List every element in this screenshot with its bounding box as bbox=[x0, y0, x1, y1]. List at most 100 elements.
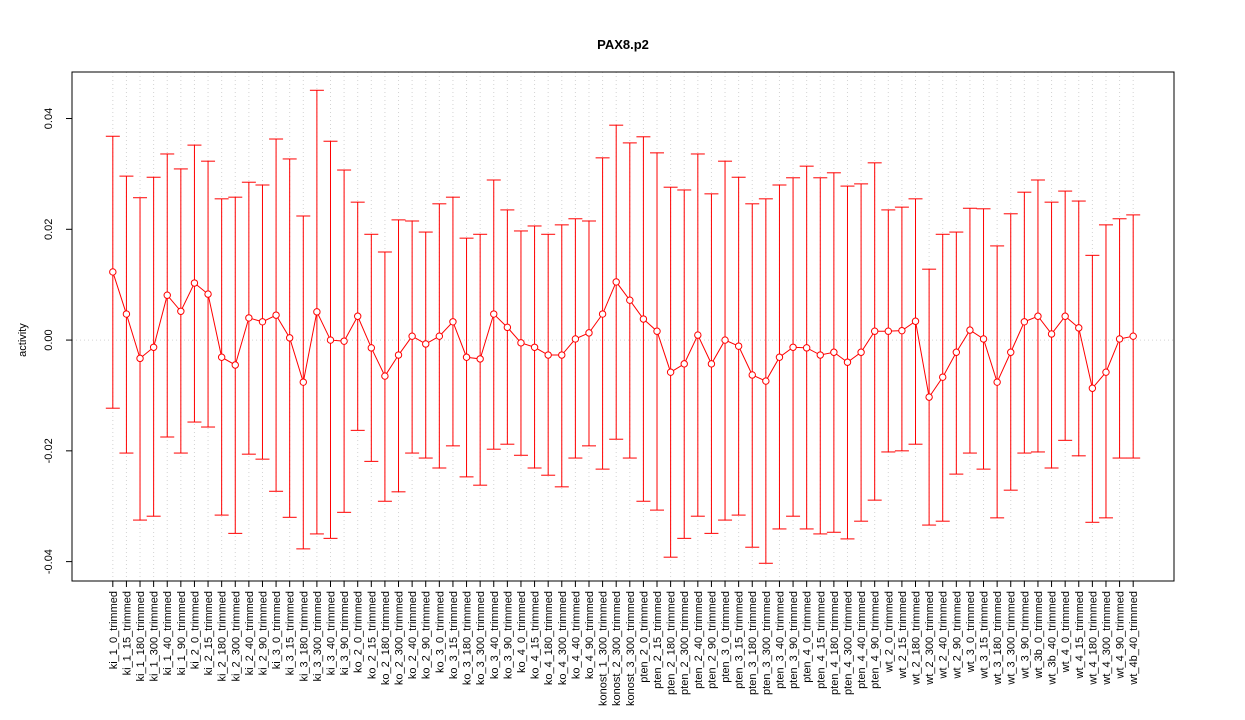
point bbox=[422, 340, 430, 348]
x-tick-label: konost_2_300_trimmed bbox=[611, 591, 623, 706]
x-tick-label: pten_4_15_trimmed bbox=[815, 591, 827, 689]
point bbox=[748, 371, 756, 379]
x-tick-label: ki_1_40_trimmed bbox=[162, 591, 174, 675]
x-tick-label: ko_3_180_trimmed bbox=[462, 591, 474, 685]
point bbox=[1061, 312, 1069, 320]
point bbox=[898, 326, 906, 335]
x-tick-label: wt_4_180_trimmed bbox=[1087, 591, 1099, 686]
point bbox=[585, 329, 593, 337]
y-axis-label: activity bbox=[17, 323, 29, 357]
point bbox=[204, 290, 212, 298]
x-tick-label: wt_4_0_trimmed bbox=[1060, 591, 1072, 673]
point bbox=[666, 368, 675, 376]
x-tick-label: pten_3_40_trimmed bbox=[774, 591, 786, 689]
point bbox=[340, 337, 348, 345]
chart-title: PAX8.p2 bbox=[597, 37, 649, 52]
point bbox=[789, 343, 797, 351]
point bbox=[394, 351, 403, 359]
x-tick-label: ko_4_15_trimmed bbox=[530, 591, 542, 679]
x-tick-label: pten_4_40_trimmed bbox=[856, 591, 868, 689]
point bbox=[558, 351, 566, 359]
x-tick-label: pten_4_0_trimmed bbox=[802, 591, 814, 683]
x-tick-label: ko_2_40_trimmed bbox=[407, 591, 419, 679]
point bbox=[952, 348, 961, 356]
x-tick-label: pten_2_0_trimmed bbox=[638, 591, 650, 683]
x-tick-label: ko_3_40_trimmed bbox=[489, 591, 501, 679]
point bbox=[517, 339, 525, 347]
x-tick-label: wt_2_0_trimmed bbox=[883, 591, 895, 673]
point bbox=[490, 310, 498, 318]
x-tick-label: ko_2_0_trimmed bbox=[353, 591, 365, 673]
point bbox=[313, 308, 321, 316]
x-tick-label: ki_2_40_trimmed bbox=[244, 591, 256, 675]
point bbox=[1129, 332, 1137, 340]
point bbox=[503, 323, 512, 332]
x-tick-label: pten_3_180_trimmed bbox=[747, 591, 759, 695]
x-tick-label: ko_2_15_trimmed bbox=[366, 591, 378, 679]
point bbox=[993, 378, 1001, 386]
x-tick-label: ki_1_180_trimmed bbox=[135, 591, 147, 682]
point bbox=[802, 344, 811, 352]
x-tick-label: ko_3_15_trimmed bbox=[448, 591, 460, 679]
x-tick-label: ko_2_300_trimmed bbox=[394, 591, 406, 685]
x-tick-label: ki_1_15_trimmed bbox=[121, 591, 133, 675]
point bbox=[217, 353, 226, 361]
x-tick-label: ko_3_0_trimmed bbox=[434, 591, 446, 673]
point bbox=[435, 332, 444, 340]
x-tick-label: wt_3_0_trimmed bbox=[965, 591, 977, 673]
y-tick-label: -0.04 bbox=[43, 549, 55, 574]
point bbox=[694, 331, 702, 339]
point bbox=[721, 336, 729, 344]
x-tick-label: ko_2_90_trimmed bbox=[421, 591, 433, 679]
x-tick-label: pten_3_15_trimmed bbox=[734, 591, 746, 689]
x-tick-label: wt_4_300_trimmed bbox=[1101, 591, 1113, 686]
x-tick-label: ko_4_40_trimmed bbox=[570, 591, 582, 679]
x-tick-label: ki_3_180_trimmed bbox=[298, 591, 310, 682]
x-tick-label: wt_2_15_trimmed bbox=[897, 591, 909, 679]
point bbox=[1088, 384, 1097, 392]
x-tick-label: konost_3_300_trimmed bbox=[625, 591, 637, 706]
point bbox=[149, 343, 158, 351]
x-tick-label: pten_2_15_trimmed bbox=[652, 591, 664, 689]
x-tick-label: wt_3_90_trimmed bbox=[1019, 591, 1031, 679]
x-tick-label: ki_3_40_trimmed bbox=[325, 591, 337, 675]
y-tick-label: 0.00 bbox=[43, 329, 55, 350]
x-tick-label: ki_3_15_trimmed bbox=[285, 591, 297, 675]
x-tick-label: wt_3_300_trimmed bbox=[1006, 591, 1018, 686]
x-tick-label: pten_2_300_trimmed bbox=[679, 591, 691, 695]
x-tick-label: ki_2_0_trimmed bbox=[189, 591, 201, 669]
point bbox=[245, 314, 253, 322]
x-tick-label: ko_4_300_trimmed bbox=[557, 591, 569, 685]
x-tick-label: pten_4_180_trimmed bbox=[829, 591, 841, 695]
x-tick-label: ki_3_300_trimmed bbox=[312, 591, 324, 682]
x-tick-label: ki_3_90_trimmed bbox=[339, 591, 351, 675]
point bbox=[911, 317, 920, 325]
x-tick-label: wt_2_90_trimmed bbox=[951, 591, 963, 679]
point bbox=[462, 353, 471, 361]
y-tick-label: -0.02 bbox=[43, 438, 55, 463]
point bbox=[870, 327, 879, 335]
line bbox=[112, 271, 1134, 399]
x-tick-label: wt_3_15_trimmed bbox=[979, 591, 991, 679]
x-tick-label: wt_4_15_trimmed bbox=[1074, 591, 1086, 679]
x-tick-label: wt_2_40_trimmed bbox=[938, 591, 950, 679]
point bbox=[843, 358, 852, 366]
x-tick-label: ko_4_180_trimmed bbox=[543, 591, 555, 685]
y-tick-label: 0.02 bbox=[43, 219, 55, 240]
x-tick-label: pten_3_0_trimmed bbox=[720, 591, 732, 683]
point bbox=[272, 311, 280, 319]
point bbox=[231, 361, 239, 369]
point bbox=[1020, 318, 1029, 326]
point bbox=[1034, 312, 1042, 320]
x-tick-label: pten_2_180_trimmed bbox=[666, 591, 678, 695]
point bbox=[966, 326, 974, 334]
x-tick-label: wt_3_180_trimmed bbox=[992, 591, 1004, 686]
point bbox=[1102, 368, 1110, 376]
point bbox=[449, 318, 457, 326]
x-tick-label: ko_3_90_trimmed bbox=[502, 591, 514, 679]
x-tick-label: pten_3_90_trimmed bbox=[788, 591, 800, 689]
point bbox=[939, 373, 947, 381]
x-tick-label: ki_2_15_trimmed bbox=[203, 591, 215, 675]
